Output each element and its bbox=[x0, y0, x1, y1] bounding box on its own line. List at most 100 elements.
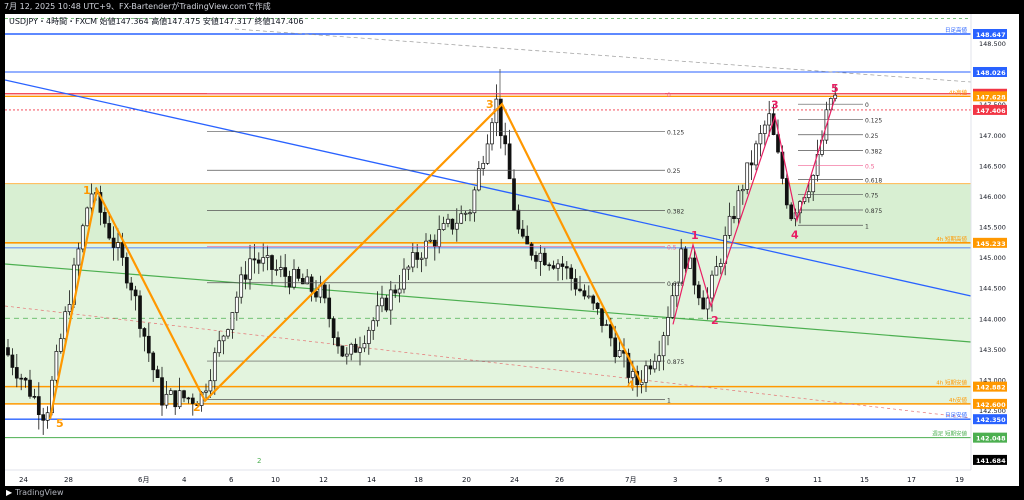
price-chart[interactable]: 00.1250.250.3820.50.6180.875100.1250.250… bbox=[4, 14, 1019, 486]
price-tag bbox=[973, 398, 1007, 409]
candle-body bbox=[63, 311, 68, 340]
green-trendline bbox=[4, 263, 972, 343]
symbol-line: USDJPY・4時間・FXCM 始値147.364 高値147.475 安値14… bbox=[9, 16, 304, 26]
price-tag-value: 147.628 bbox=[976, 93, 1006, 101]
candle-body bbox=[129, 282, 134, 291]
candle-body bbox=[340, 345, 345, 357]
x-tick-label: 10 bbox=[271, 476, 280, 484]
candle-body bbox=[195, 403, 200, 406]
x-tick-label: 20 bbox=[462, 476, 471, 484]
candle-body bbox=[217, 340, 222, 354]
price-tag bbox=[973, 237, 1007, 248]
candle-body bbox=[648, 365, 653, 370]
candle-body bbox=[538, 252, 543, 262]
candle-body bbox=[714, 266, 719, 276]
candle-body bbox=[19, 377, 24, 380]
candle-body bbox=[331, 318, 336, 339]
candle-body bbox=[278, 267, 283, 270]
orange-wave-label: 2 bbox=[193, 401, 201, 414]
y-tick-label: 148.500 bbox=[979, 40, 1006, 48]
green-zone bbox=[5, 183, 971, 404]
fib-small-label: 0.25 bbox=[865, 133, 879, 140]
candle-body bbox=[419, 257, 424, 260]
candle-body bbox=[14, 367, 19, 379]
price-tag-label: 4h 短期高値 bbox=[936, 235, 967, 243]
candle-body bbox=[168, 390, 173, 395]
price-tag-value: 142.882 bbox=[976, 384, 1006, 392]
candle-body bbox=[542, 252, 547, 266]
candle-body bbox=[28, 379, 32, 397]
candle-body bbox=[507, 143, 512, 180]
candle-body bbox=[657, 355, 662, 362]
candle-body bbox=[789, 204, 794, 220]
candle-body bbox=[560, 263, 565, 267]
candle-body bbox=[76, 248, 81, 266]
fib-small-label: 0 bbox=[865, 102, 869, 109]
candle-body bbox=[362, 343, 367, 349]
candle-body bbox=[388, 289, 393, 311]
candle-body bbox=[270, 255, 274, 270]
chart-area[interactable]: 0 0.125 0.25 0.382 0.5 0.618 0.875 1 0 0.125 0.25 0… bbox=[4, 14, 1019, 486]
candle-body bbox=[833, 94, 838, 99]
candle-body bbox=[476, 168, 481, 191]
candle-body bbox=[696, 284, 701, 299]
price-tag bbox=[973, 104, 1007, 115]
candle-body bbox=[353, 343, 358, 353]
candle-body bbox=[85, 207, 90, 227]
fib-level-label: 0.618 bbox=[667, 281, 684, 288]
candle-body bbox=[164, 393, 169, 406]
candle-body bbox=[516, 209, 521, 230]
candle-body bbox=[573, 278, 578, 290]
tradingview-logo: ▶ TradingView bbox=[6, 488, 64, 497]
candle-body bbox=[375, 305, 380, 322]
candle-body bbox=[652, 361, 657, 370]
x-tick-label: 19 bbox=[955, 476, 964, 484]
fib-small-label: 0.75 bbox=[865, 193, 879, 200]
candle-body bbox=[41, 414, 46, 421]
candle-body bbox=[745, 162, 750, 190]
y-tick-label: 144.500 bbox=[979, 285, 1006, 293]
x-tick-label: 14 bbox=[367, 476, 376, 484]
candle-body bbox=[692, 257, 697, 286]
candle-body bbox=[450, 218, 455, 230]
candle-body bbox=[520, 228, 525, 237]
candle-body bbox=[674, 282, 679, 297]
branding-text: TradingView bbox=[15, 488, 64, 497]
price-tag-value: 142.048 bbox=[976, 435, 1006, 443]
candle-body bbox=[437, 229, 442, 247]
y-tick-label: 147.000 bbox=[979, 132, 1006, 140]
y-tick-label: 145.000 bbox=[979, 254, 1006, 262]
y-tick-label: 143.500 bbox=[979, 346, 1006, 354]
candle-body bbox=[534, 254, 538, 262]
price-tag bbox=[973, 454, 1007, 465]
candle-body bbox=[160, 377, 164, 406]
y-tick-label: 146.500 bbox=[979, 162, 1006, 170]
candle-body bbox=[336, 337, 340, 347]
price-tag-label: 4h高値 bbox=[949, 88, 967, 96]
candle-body bbox=[679, 248, 684, 284]
candle-body bbox=[234, 296, 239, 313]
candle-body bbox=[591, 295, 596, 304]
candle-body bbox=[758, 133, 763, 145]
candle-body bbox=[468, 212, 472, 215]
candle-body bbox=[102, 212, 107, 224]
candle-body bbox=[736, 190, 741, 220]
candle-body bbox=[111, 237, 116, 248]
price-tag bbox=[973, 29, 1007, 40]
pink-wave-label: 1 bbox=[691, 229, 699, 242]
candle-body bbox=[613, 337, 618, 358]
candle-body bbox=[6, 347, 10, 356]
candle-body bbox=[327, 297, 332, 320]
price-tag-label: 日足安値 bbox=[945, 411, 968, 419]
candle-body bbox=[564, 266, 569, 269]
candle-body bbox=[54, 351, 59, 381]
x-tick-label: 15 bbox=[860, 476, 869, 484]
x-tick-label: 7月 bbox=[625, 476, 636, 484]
candle-body bbox=[463, 212, 468, 215]
candle-body bbox=[604, 324, 609, 326]
candle-body bbox=[32, 395, 37, 398]
candle-body bbox=[133, 289, 138, 297]
candle-body bbox=[177, 390, 182, 408]
candle-body bbox=[490, 122, 494, 145]
candle-body bbox=[138, 295, 142, 329]
